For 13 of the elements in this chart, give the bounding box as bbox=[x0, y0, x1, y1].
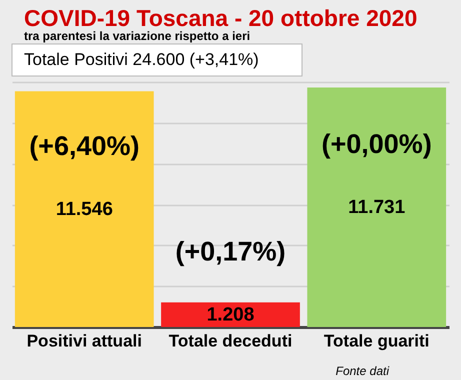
chart-title: COVID-19 Toscana - 20 ottobre 2020 bbox=[24, 5, 418, 31]
x-tick-label: Totale deceduti bbox=[168, 332, 292, 350]
chart-subtitle: tra parentesi la variazione rispetto a ieri bbox=[24, 29, 250, 43]
annotation: (+6,40%) bbox=[29, 131, 140, 162]
x-tick-label: Positivi attuali bbox=[26, 332, 142, 350]
annotation: (+0,17%) bbox=[175, 236, 286, 267]
source-note: Fonte dati bbox=[336, 364, 390, 378]
x-tick-label: Totale guariti bbox=[324, 332, 430, 350]
data-label: 11.731 bbox=[348, 197, 406, 218]
data-label: 11.546 bbox=[56, 199, 113, 220]
annotation: (+0,00%) bbox=[322, 129, 432, 160]
data-label: 1.208 bbox=[206, 304, 254, 326]
text: Totale Positivi 24.600 (+3,41%) bbox=[24, 50, 259, 69]
